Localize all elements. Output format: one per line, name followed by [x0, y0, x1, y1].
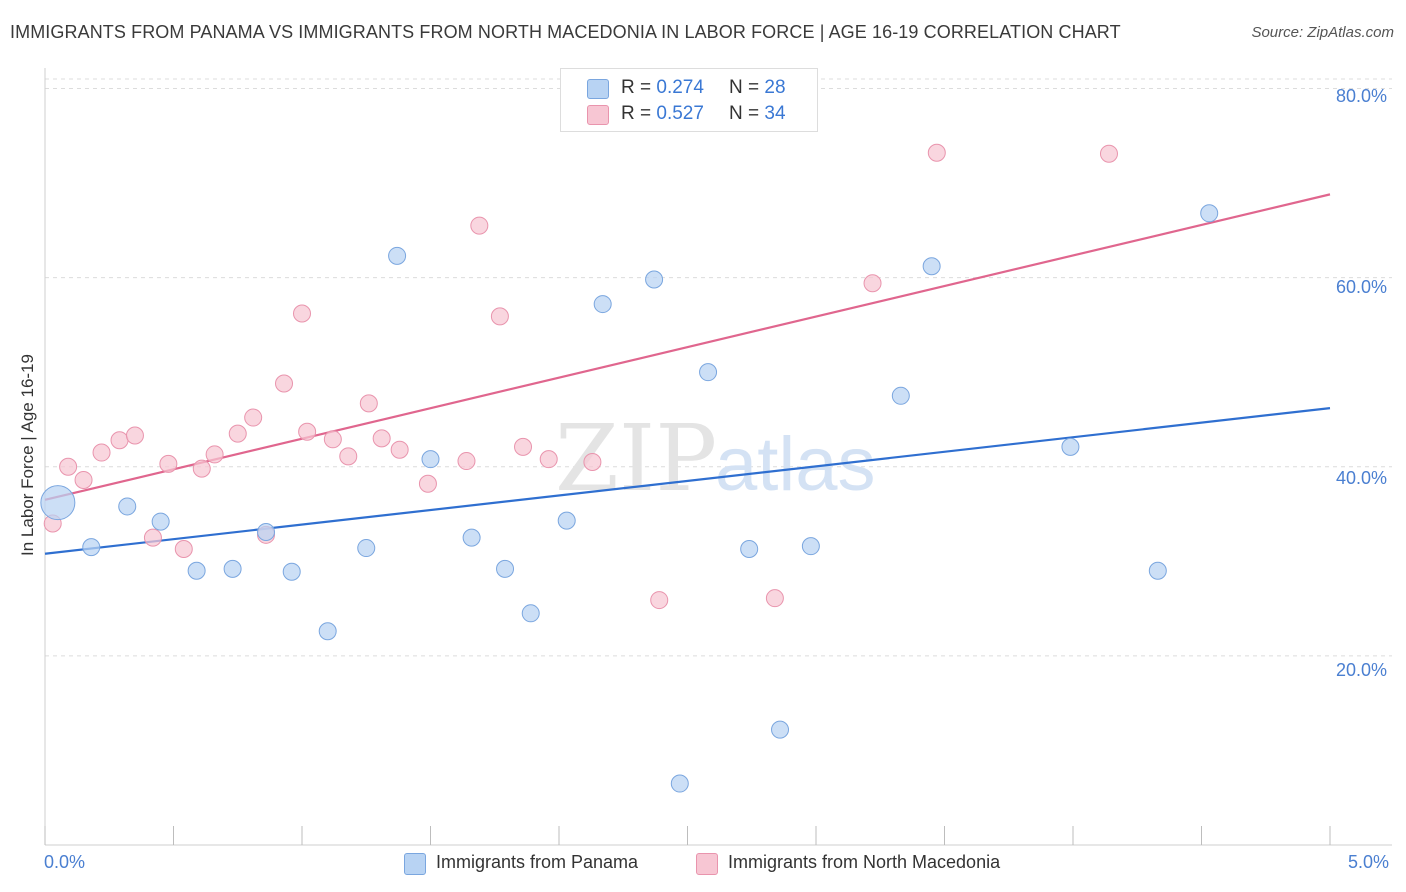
legend-swatch-macedonia — [587, 105, 609, 125]
point-macedonia-15 — [293, 304, 311, 323]
legend-r-macedonia: R = 0.527 — [621, 103, 704, 124]
point-panama-27 — [1148, 561, 1167, 580]
point-panama-3 — [151, 512, 170, 531]
point-macedonia-11 — [228, 424, 247, 443]
data-points — [40, 143, 1219, 793]
point-panama-15 — [557, 511, 576, 530]
point-macedonia-28 — [650, 591, 669, 610]
point-panama-19 — [699, 363, 718, 382]
point-macedonia-14 — [275, 374, 294, 393]
watermark: ZIP atlas — [555, 405, 876, 512]
point-macedonia-4 — [110, 431, 129, 450]
point-macedonia-31 — [927, 143, 946, 162]
point-macedonia-1 — [59, 457, 78, 476]
y-tick-label-20: 20.0% — [1336, 660, 1388, 680]
watermark-zip: ZIP — [555, 405, 717, 512]
point-macedonia-7 — [159, 454, 178, 473]
point-panama-9 — [357, 539, 376, 558]
legend-bottom-label-panama: Immigrants from Panama — [436, 852, 639, 872]
point-macedonia-10 — [205, 445, 224, 464]
grid-lines — [45, 78, 1392, 657]
point-macedonia-22 — [418, 474, 437, 493]
point-panama-8 — [318, 622, 337, 641]
point-panama-23 — [891, 386, 910, 405]
chart-title: IMMIGRANTS FROM PANAMA VS IMMIGRANTS FRO… — [10, 22, 1121, 42]
point-macedonia-2 — [74, 470, 93, 489]
point-panama-12 — [462, 528, 481, 547]
x-tick-label-min: 0.0% — [44, 852, 86, 872]
point-panama-25 — [1061, 437, 1080, 456]
point-panama-14 — [521, 604, 540, 623]
point-panama-11 — [421, 450, 440, 469]
point-macedonia-8 — [174, 540, 193, 559]
point-macedonia-3 — [92, 443, 111, 462]
point-macedonia-33 — [457, 452, 476, 471]
point-panama-2 — [118, 497, 137, 516]
watermark-atlas: atlas — [715, 422, 876, 507]
point-panama-20 — [740, 540, 759, 559]
point-macedonia-23 — [470, 216, 489, 235]
y-tick-label-60: 60.0% — [1336, 277, 1388, 297]
point-macedonia-12 — [244, 408, 263, 427]
point-panama-10 — [388, 246, 407, 265]
point-panama-18 — [670, 774, 689, 793]
point-panama-13 — [496, 559, 515, 578]
point-macedonia-17 — [323, 430, 342, 449]
point-macedonia-24 — [490, 307, 509, 326]
point-macedonia-18 — [339, 447, 358, 466]
point-macedonia-27 — [583, 453, 602, 471]
legend-bottom-label-macedonia: Immigrants from North Macedonia — [728, 852, 1001, 872]
legend-r-panama: R = 0.274 — [621, 77, 704, 98]
y-axis-label: In Labor Force | Age 16-19 — [18, 354, 37, 556]
legend-n-macedonia: N = 34 — [729, 103, 786, 124]
point-panama-26 — [1200, 204, 1219, 223]
y-tick-label-80: 80.0% — [1336, 86, 1388, 106]
point-macedonia-9 — [192, 459, 211, 478]
point-macedonia-32 — [1099, 144, 1118, 163]
point-macedonia-5 — [125, 426, 144, 445]
point-macedonia-29 — [765, 589, 784, 608]
correlation-legend: R = 0.274 N = 28 R = 0.527 N = 34 — [560, 68, 818, 132]
point-panama-0 — [40, 485, 76, 521]
point-panama-1 — [82, 538, 101, 557]
point-panama-21 — [771, 720, 790, 739]
point-panama-24 — [922, 257, 941, 276]
legend-bottom-swatch-panama — [404, 853, 426, 875]
x-tick-label-max: 5.0% — [1348, 852, 1390, 872]
source-note: Source: ZipAtlas.com — [1251, 24, 1394, 41]
point-macedonia-16 — [298, 422, 317, 441]
legend-swatch-panama — [587, 79, 609, 99]
trend-line-macedonia — [44, 193, 1331, 501]
point-panama-17 — [645, 270, 664, 289]
point-panama-5 — [223, 559, 242, 578]
point-panama-4 — [187, 561, 206, 580]
point-panama-7 — [282, 562, 301, 581]
point-macedonia-25 — [514, 437, 533, 456]
legend-bottom-swatch-macedonia — [696, 853, 718, 875]
point-macedonia-19 — [359, 394, 378, 413]
point-macedonia-20 — [372, 429, 391, 448]
point-macedonia-21 — [390, 440, 409, 459]
point-panama-16 — [593, 295, 612, 314]
legend-n-panama: N = 28 — [729, 77, 786, 98]
y-tick-label-40: 40.0% — [1336, 468, 1388, 488]
axes — [44, 68, 1392, 846]
point-panama-6 — [257, 522, 276, 541]
point-macedonia-30 — [863, 274, 882, 293]
point-macedonia-6 — [143, 528, 162, 547]
point-macedonia-26 — [539, 450, 558, 469]
point-panama-22 — [801, 537, 820, 556]
